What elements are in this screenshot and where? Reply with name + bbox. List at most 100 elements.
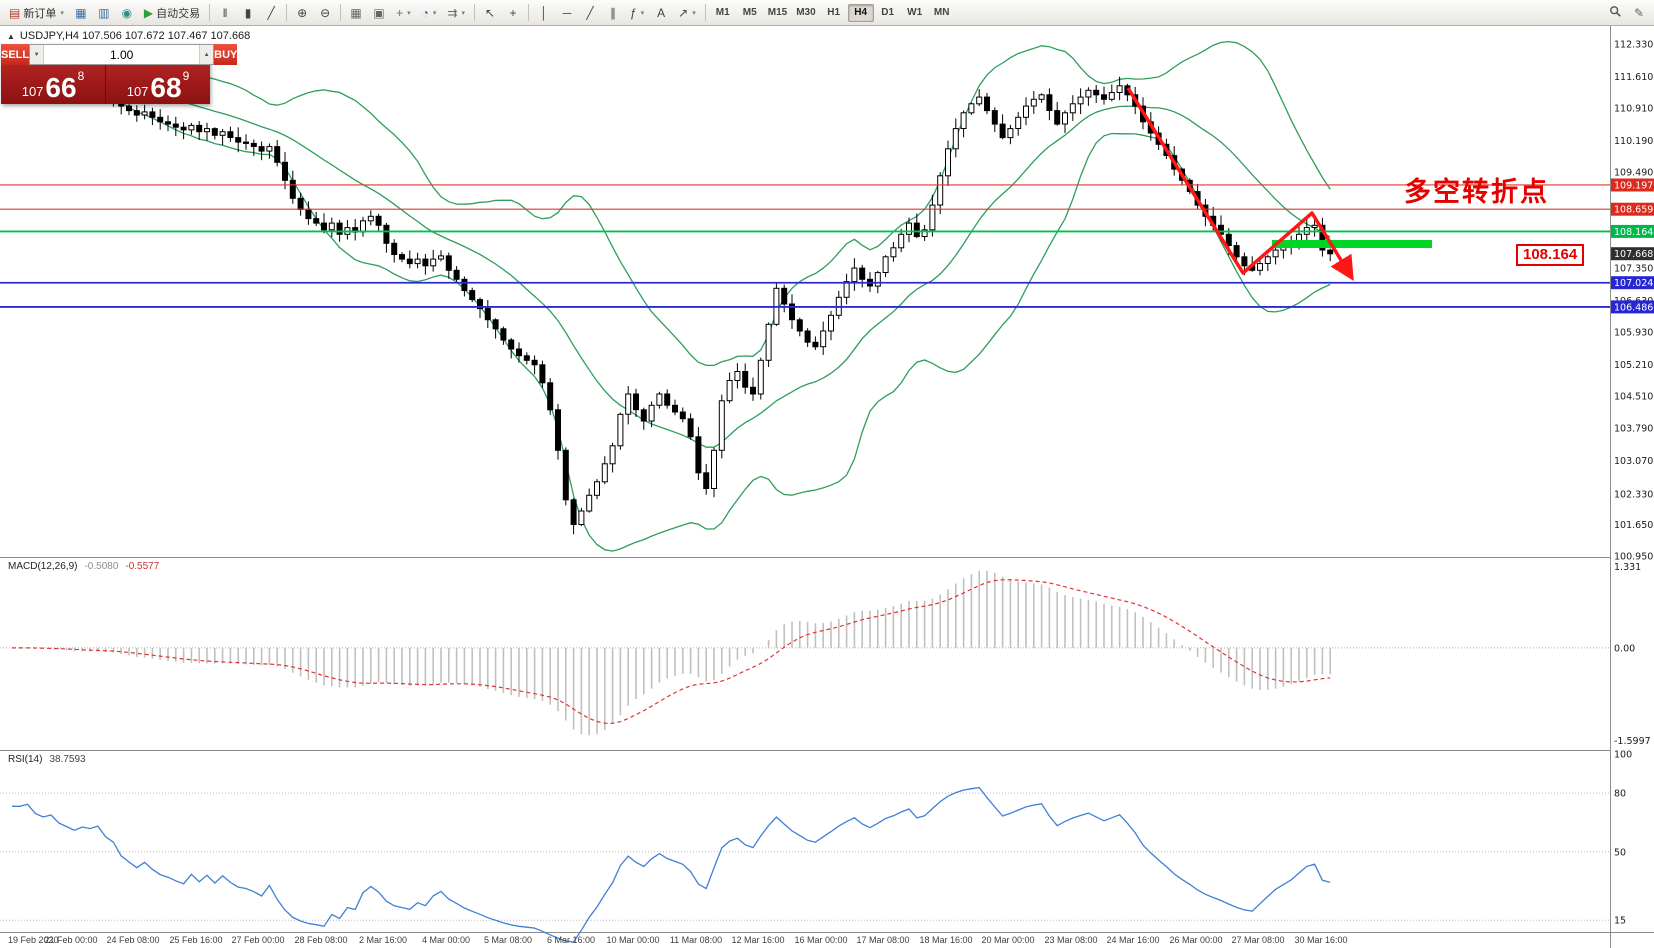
fibonacci-icon: ƒ [629, 5, 637, 20]
horizontal-line-icon: ─ [562, 5, 572, 20]
time-axis-label: 24 Mar 16:00 [1106, 935, 1160, 945]
volume-increase-button[interactable]: ▲ [199, 45, 214, 64]
svg-text:107.350: 107.350 [1614, 264, 1653, 275]
terminal-button[interactable]: ◉ [116, 2, 138, 23]
buy-price-button[interactable]: 107 68 9 [106, 65, 210, 104]
svg-text:106.486: 106.486 [1614, 302, 1653, 313]
channel-button[interactable]: ∥ [602, 2, 624, 23]
chevron-down-icon: ▾ [461, 9, 465, 17]
macd-name: MACD(12,26,9) [8, 561, 78, 572]
volume-control: ▼ ▲ [29, 44, 215, 65]
time-axis-label: 25 Feb 16:00 [169, 935, 223, 945]
horizontal-line-button[interactable]: ─ [556, 2, 578, 23]
time-axis: 19 Feb 2020 21 Feb 00:00 24 Feb 08:00 25 Fe… [0, 935, 1654, 948]
volume-input[interactable] [44, 45, 200, 64]
timeframe-m30[interactable]: M30 [796, 7, 816, 18]
svg-text:105.930: 105.930 [1614, 327, 1653, 338]
svg-text:104.510: 104.510 [1614, 391, 1653, 402]
clock-icon: ◔ [421, 5, 429, 20]
svg-text:103.070: 103.070 [1614, 456, 1653, 467]
arrow-icon: ↗ [678, 5, 689, 20]
new-chart-icon: + [396, 5, 404, 20]
svg-text:103.790: 103.790 [1614, 424, 1653, 435]
svg-text:107.024: 107.024 [1614, 278, 1653, 289]
sell-price-button[interactable]: 107 66 8 [1, 65, 105, 104]
fibonacci-button[interactable]: ƒ ▾ [625, 2, 649, 23]
cursor-button[interactable]: ↖ [479, 2, 501, 23]
time-axis-label: 2 Mar 16:00 [358, 935, 408, 945]
chart-title: ▲ USDJPY,H4 107.506 107.672 107.467 107.… [7, 30, 250, 42]
time-axis-label: 4 Mar 00:00 [421, 935, 471, 945]
bar-chart-button[interactable]: ‖ [214, 2, 236, 23]
sell-button[interactable]: SELL [1, 44, 30, 65]
svg-text:100: 100 [1614, 750, 1632, 761]
edit-button[interactable]: ✎ [1628, 2, 1650, 23]
time-axis-label: 26 Mar 00:00 [1169, 935, 1223, 945]
new-order-button[interactable]: ▤ 新订单 ▾ [4, 2, 69, 23]
macd-value: -0.5080 [84, 561, 119, 572]
charts-grid-button[interactable]: ▦ [70, 2, 92, 23]
timeframe-w1[interactable]: W1 [907, 7, 923, 18]
auto-trading-button[interactable]: ▶ 自动交易 [139, 2, 205, 23]
timeframe-m1[interactable]: M1 [715, 7, 730, 18]
tile-windows-button[interactable]: ▣ [368, 2, 390, 23]
rsi-value: 38.7593 [49, 754, 86, 765]
bar-chart-icon: ‖ [222, 5, 228, 20]
buy-button[interactable]: BUY [214, 44, 238, 65]
search-button[interactable] [1604, 2, 1627, 23]
trendline-icon: ╱ [586, 5, 594, 20]
time-axis-label: 19 Feb 2020 [8, 935, 59, 945]
toolbar-separator [340, 4, 342, 21]
timeframe-mn[interactable]: MN [933, 7, 950, 18]
toolbar-separator [286, 4, 288, 21]
zoom-in-button[interactable]: ⊕ [291, 2, 313, 23]
text-icon: A [657, 5, 666, 20]
time-axis-label: 20 Mar 00:00 [981, 935, 1035, 945]
timeframe-h1[interactable]: H1 [827, 7, 841, 18]
timeframe-m5[interactable]: M5 [742, 7, 757, 18]
chevron-down-icon: ▾ [640, 9, 645, 17]
charts-grid-icon: ▦ [75, 5, 87, 20]
zoom-in-icon: ⊕ [297, 5, 308, 20]
time-axis-label: 27 Mar 08:00 [1231, 935, 1285, 945]
timeframe-h4[interactable]: H4 [847, 3, 874, 22]
line-chart-button[interactable]: ╱ [260, 2, 282, 23]
play-icon: ▶ [143, 5, 154, 20]
volume-decrease-button[interactable]: ▼ [30, 45, 45, 64]
zoom-out-button[interactable]: ⊖ [314, 2, 336, 23]
chart-shift-button[interactable]: ⇉ ▾ [442, 2, 470, 23]
arrows-button[interactable]: ↗ ▾ [673, 2, 701, 23]
time-axis-label: 17 Mar 08:00 [856, 935, 910, 945]
grid-icon: ▦ [350, 5, 362, 20]
svg-text:15: 15 [1614, 916, 1626, 927]
crosshair-icon: + [509, 5, 517, 20]
toolbar-separator [527, 4, 529, 21]
main-toolbar: ▤ 新订单 ▾ ▦ ▥ ◉ ▶ 自动交易 ‖ ▮ ╱ ⊕ ⊖ ▦ ▣ + ▾ ◔ ▾ ⇉ ▾ ↖ + │ ─ ╱ ∥ ƒ ▾ A ↗ ▾ M1 M… [0, 0, 1654, 26]
crosshair-button[interactable]: + [502, 2, 524, 23]
vertical-line-button[interactable]: │ [533, 2, 555, 23]
svg-text:100.950: 100.950 [1614, 552, 1653, 563]
time-axis-label: 6 Mar 16:00 [546, 935, 596, 945]
channel-icon: ∥ [609, 5, 616, 20]
svg-text:-1.5997: -1.5997 [1614, 736, 1651, 747]
chart-icon: ▲ [7, 31, 15, 41]
time-axis-label: 11 Mar 08:00 [669, 935, 723, 945]
new-order-button-label: 新订单 [23, 7, 57, 20]
trade-panel-quotes: 107 66 8 107 68 9 [1, 65, 210, 104]
period-button[interactable]: ◔ ▾ [417, 2, 442, 23]
timeframe-m15[interactable]: M15 [767, 7, 788, 18]
grid-button[interactable]: ▦ [345, 2, 367, 23]
svg-text:109.197: 109.197 [1614, 180, 1653, 191]
toolbar-separator [473, 4, 475, 21]
text-button[interactable]: A [650, 2, 672, 23]
chevron-down-icon: ▾ [407, 9, 411, 17]
trendline-button[interactable]: ╱ [579, 2, 601, 23]
macd-signal-value: -0.5577 [125, 561, 160, 572]
svg-text:110.190: 110.190 [1614, 136, 1653, 147]
new-chart-button[interactable]: + ▾ [391, 2, 416, 23]
time-axis-label: 21 Feb 00:00 [44, 935, 98, 945]
candlestick-chart-button[interactable]: ▮ [237, 2, 259, 23]
profiles-button[interactable]: ▥ [93, 2, 115, 23]
timeframe-d1[interactable]: D1 [881, 7, 895, 18]
